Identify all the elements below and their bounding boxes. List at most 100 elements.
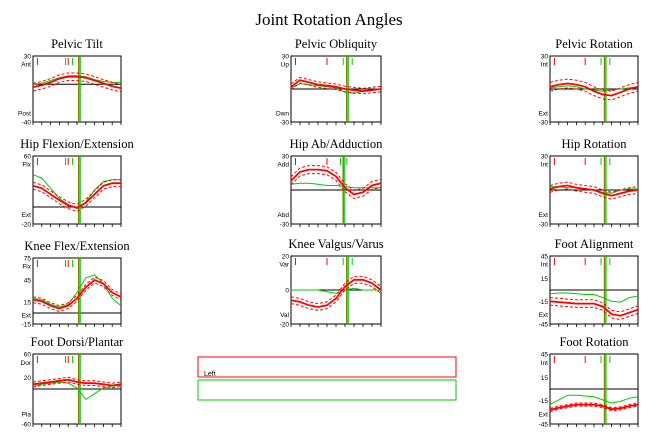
left-series-lower-sd: [549, 87, 639, 101]
left-series-line: [290, 168, 382, 196]
left-series-upper-sd: [32, 179, 121, 205]
right-series-line: [549, 85, 639, 92]
y-tick-label: Up: [281, 61, 290, 68]
left-series-line: [32, 75, 122, 89]
legend: Left: [197, 356, 457, 401]
left-series-line: [549, 300, 639, 317]
left-series-upper-sd: [549, 78, 639, 92]
y-tick-label: Ext: [22, 212, 32, 219]
right-series-line: [549, 292, 639, 303]
y-tick-label: Flx: [22, 263, 31, 270]
right-series-line: [290, 82, 382, 94]
left-series-line: [549, 403, 639, 411]
y-tick-label: 30: [282, 154, 290, 161]
chart-title: Knee Flex/Extension: [24, 239, 130, 253]
y-tick-label: Abd: [277, 212, 289, 219]
y-tick-label: 30: [24, 54, 32, 61]
y-tick-label: -15: [539, 299, 549, 306]
chart-title: Foot Alignment: [555, 237, 634, 251]
y-tick-label: Var: [279, 262, 289, 269]
chart-title: Hip Flexion/Extension: [20, 137, 134, 151]
left-series-upper-sd: [32, 72, 122, 85]
left-series-upper-sd: [32, 276, 122, 307]
left-series-lower-sd: [549, 188, 639, 200]
left-series-line: [32, 378, 122, 387]
chart-title: Hip Rotation: [562, 137, 628, 151]
left-series-upper-sd: [290, 165, 382, 192]
y-tick-label: -20: [280, 322, 290, 329]
y-tick-label: -30: [280, 222, 290, 229]
left-series-lower-sd: [549, 405, 639, 413]
chart-title: Foot Dorsi/Plantar: [31, 335, 125, 349]
left-series-lower-sd: [290, 282, 382, 311]
left-series-upper-sd: [549, 181, 639, 193]
right-series-line: [32, 381, 122, 401]
right-series-line: [291, 287, 381, 294]
plot-frame: [32, 155, 122, 225]
chart-title: Pelvic Tilt: [51, 37, 103, 51]
y-tick-label: 30: [541, 54, 549, 61]
chart-title: Pelvic Obliquity: [295, 37, 378, 51]
y-tick-label: Flx: [22, 162, 31, 169]
right-series-line: [290, 182, 381, 189]
y-tick-label: -45: [539, 422, 549, 429]
y-tick-label: Ext: [22, 312, 32, 319]
y-tick-label: Dor: [21, 360, 32, 367]
y-tick-label: -30: [539, 120, 549, 127]
y-tick-label: -30: [539, 222, 549, 229]
y-tick-label: 20: [24, 375, 32, 382]
y-tick-label: 15: [541, 375, 549, 382]
y-tick-label: Ext: [539, 312, 549, 319]
left-series-lower-sd: [32, 186, 121, 212]
y-tick-label: Int: [541, 360, 548, 367]
y-tick-label: Ext: [539, 412, 549, 419]
right-series-line: [549, 394, 639, 406]
left-series-line: [290, 278, 382, 308]
left-series-line: [32, 278, 122, 310]
y-tick-label: Ext: [539, 212, 549, 219]
y-tick-label: Add: [277, 162, 289, 169]
left-series-line: [32, 182, 121, 209]
legend-right-box: [197, 379, 457, 401]
left-series-lower-sd: [549, 304, 639, 321]
y-tick-label: Int: [541, 61, 548, 68]
y-tick-label: -20: [22, 222, 32, 229]
legend-left-box: [197, 356, 457, 378]
left-series-line: [290, 79, 382, 93]
y-tick-label: 30: [282, 54, 290, 61]
y-tick-label: 15: [541, 276, 549, 283]
y-tick-label: 45: [541, 352, 549, 359]
left-series-lower-sd: [32, 80, 122, 93]
y-tick-label: 60: [24, 154, 32, 161]
chart-title: Knee Valgus/Varus: [288, 237, 383, 251]
y-tick-label: Post: [18, 110, 31, 117]
left-series-upper-sd: [290, 76, 382, 89]
y-tick-label: -15: [22, 322, 32, 329]
chart-title: Pelvic Rotation: [555, 37, 633, 51]
y-tick-label: 45: [24, 278, 32, 285]
y-tick-label: Int: [541, 262, 548, 269]
y-tick-label: Pla: [22, 412, 32, 419]
y-tick-label: Dwn: [276, 110, 289, 117]
chart-title: Hip Ab/Adduction: [290, 137, 383, 151]
chart-title: Foot Rotation: [559, 335, 629, 349]
left-series-upper-sd: [549, 297, 639, 313]
y-tick-label: -60: [22, 422, 32, 429]
y-tick-label: -40: [22, 120, 32, 127]
y-tick-label: -30: [280, 120, 290, 127]
right-series-line: [32, 274, 122, 308]
left-series-lower-sd: [290, 173, 382, 200]
page-title: Joint Rotation Angles: [255, 10, 402, 29]
left-series-lower-sd: [32, 282, 122, 313]
y-tick-label: 20: [282, 254, 290, 261]
y-tick-label: Ext: [539, 110, 549, 117]
